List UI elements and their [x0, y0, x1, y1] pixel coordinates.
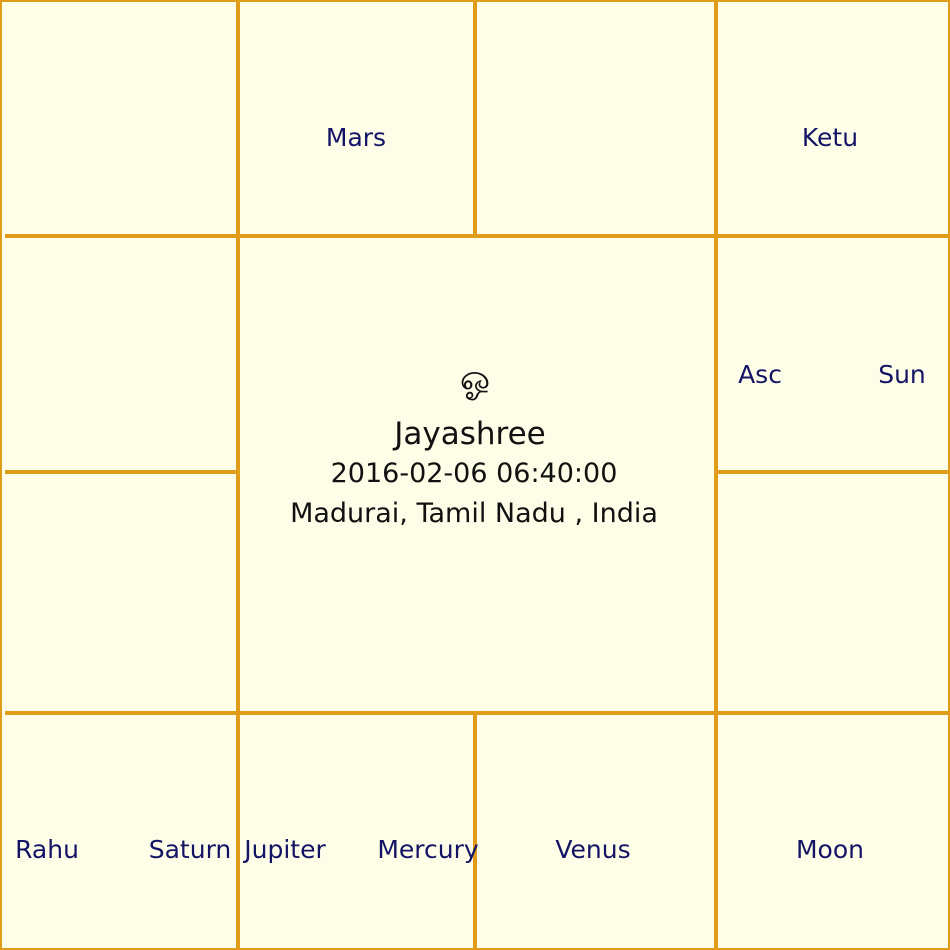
grid-lines: [5, 0, 950, 950]
planet-ketu: Ketu: [802, 123, 858, 152]
birth-place: Madurai, Tamil Nadu , India: [290, 498, 658, 529]
planet-venus: Venus: [555, 835, 630, 864]
planet-sun: Sun: [878, 360, 926, 389]
planet-rahu: Rahu: [15, 835, 79, 864]
om-symbol-icon: ஓ: [460, 358, 490, 401]
planet-saturn: Saturn: [149, 835, 232, 864]
birth-datetime: 2016-02-06 06:40:00: [331, 458, 618, 489]
native-name: Jayashree: [392, 416, 546, 452]
planet-mars: Mars: [326, 123, 386, 152]
planet-asc: Asc: [738, 360, 782, 389]
planet-mercury: Mercury: [377, 835, 479, 864]
planet-moon: Moon: [796, 835, 864, 864]
planet-jupiter: Jupiter: [242, 835, 326, 864]
